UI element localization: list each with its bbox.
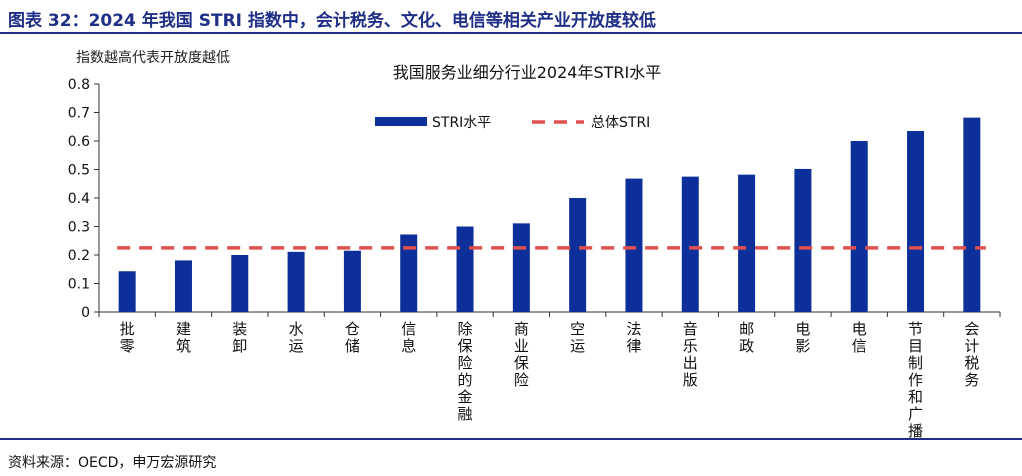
bar — [343, 250, 361, 312]
x-tick-label: 会计税务 — [964, 320, 979, 389]
legend-reference-label: 总体STRI — [591, 115, 650, 131]
bar — [738, 174, 756, 312]
x-tick-label: 水运 — [289, 320, 304, 355]
bar — [850, 141, 868, 312]
bar — [512, 223, 530, 312]
y-tick-label: 0.6 — [68, 134, 90, 150]
bar — [907, 131, 925, 312]
x-tick-label: 音乐出版 — [683, 320, 698, 389]
bar — [681, 176, 699, 312]
bar — [569, 198, 587, 312]
x-tick-label: 电影 — [795, 320, 810, 355]
bar — [400, 234, 418, 312]
x-tick-label: 法律 — [626, 320, 641, 355]
bar — [118, 271, 136, 312]
y-tick-label: 0 — [81, 305, 90, 321]
bar — [625, 178, 643, 312]
x-tick-label: 装卸 — [232, 320, 247, 355]
x-tick-label: 空运 — [570, 320, 585, 355]
y-tick-label: 0.5 — [68, 163, 90, 179]
y-tick-label: 0.4 — [68, 191, 90, 207]
y-tick-label: 0.2 — [68, 248, 90, 264]
bar — [963, 117, 981, 312]
bar — [794, 168, 812, 312]
bar — [174, 260, 192, 312]
source-note: 资料来源：OECD，申万宏源研究 — [8, 455, 217, 471]
x-tick-label: 商业保险 — [514, 320, 529, 389]
y-tick-label: 0.7 — [68, 106, 90, 122]
top-rule — [0, 32, 1022, 34]
bottom-rule — [0, 438, 1022, 440]
bar — [287, 251, 305, 312]
y-tick-label: 0.1 — [68, 277, 90, 293]
y-tick-label: 0.3 — [68, 220, 90, 236]
x-tick-label: 邮政 — [739, 320, 754, 355]
x-tick-label: 信息 — [401, 320, 416, 355]
y-tick-label: 0.8 — [68, 77, 90, 93]
x-tick-label: 除保险的金融 — [458, 320, 473, 423]
legend-bar-label: STRI水平 — [432, 115, 491, 131]
y-axis: 0 0.1 0.2 0.3 0.4 0.5 0.6 0.7 0.8 — [68, 77, 100, 321]
x-axis: 批零 建筑 装卸 水运 仓储 信息 除保险的金融 商业保险 空运 法律 音乐出版 邮政 电影 电信 节目制作… — [98, 311, 1001, 440]
bar — [231, 255, 249, 312]
chart-title: 我国服务业细分行业2024年STRI水平 — [393, 63, 662, 82]
bar — [456, 226, 474, 312]
legend: STRI水平 总体STRI — [375, 115, 650, 131]
x-tick-label: 仓储 — [345, 320, 360, 355]
x-tick-label: 建筑 — [176, 320, 191, 355]
x-tick-label: 批零 — [120, 320, 135, 355]
legend-bar-swatch — [375, 117, 427, 126]
bar-series — [118, 117, 981, 312]
x-tick-label: 节目制作和广播 — [908, 320, 923, 440]
figure-title: 图表 32：2024 年我国 STRI 指数中，会计税务、文化、电信等相关产业开… — [8, 11, 656, 31]
y-axis-label: 指数越高代表开放度越低 — [76, 49, 230, 66]
x-tick-label: 电信 — [852, 320, 867, 355]
